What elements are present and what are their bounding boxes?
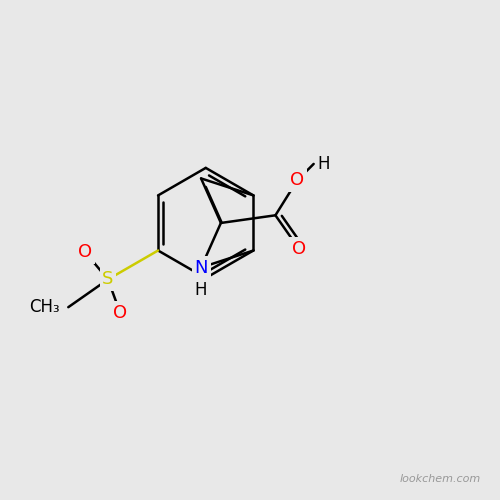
Text: N: N: [194, 258, 208, 276]
Text: S: S: [102, 270, 114, 288]
Text: H: H: [195, 280, 207, 298]
Text: H: H: [318, 155, 330, 173]
Text: O: O: [78, 243, 92, 261]
Text: O: O: [292, 240, 306, 258]
Text: lookchem.com: lookchem.com: [400, 474, 481, 484]
Text: O: O: [290, 172, 304, 190]
Text: O: O: [113, 304, 128, 322]
Text: CH₃: CH₃: [29, 298, 60, 316]
